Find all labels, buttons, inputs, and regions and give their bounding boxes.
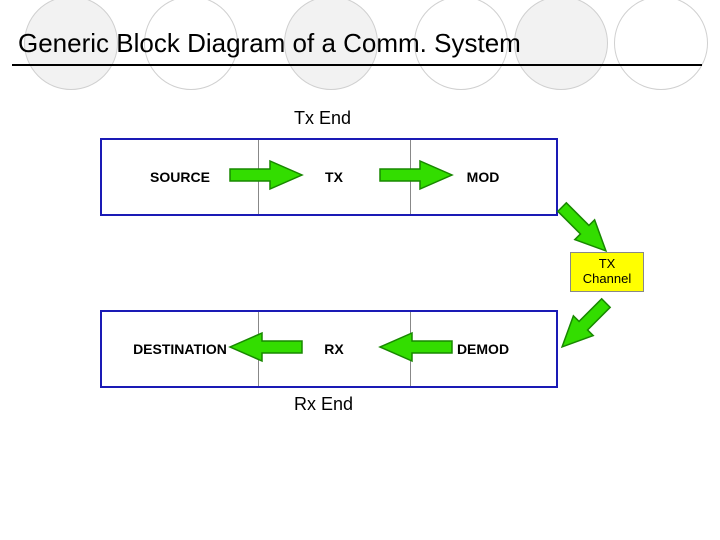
rx-section-label: Rx End (294, 394, 353, 415)
decorative-circle (614, 0, 708, 90)
title-underline (12, 64, 702, 66)
channel-line1: TX (579, 257, 635, 272)
rx-row-box: DESTINATION RX DEMOD (100, 310, 558, 388)
arrow-rx-to-destination (230, 330, 302, 364)
tx-section-label: Tx End (294, 108, 351, 129)
arrow-channel-to-demod (555, 296, 613, 354)
decorative-circle (514, 0, 608, 90)
tx-row-box: SOURCE TX MOD (100, 138, 558, 216)
arrow-demod-to-rx (380, 330, 452, 364)
arrow-source-to-tx (230, 158, 302, 192)
channel-line2: Channel (579, 272, 635, 287)
arrow-tx-to-mod (380, 158, 452, 192)
page-title: Generic Block Diagram of a Comm. System (18, 28, 521, 59)
arrow-mod-to-channel (555, 200, 613, 258)
